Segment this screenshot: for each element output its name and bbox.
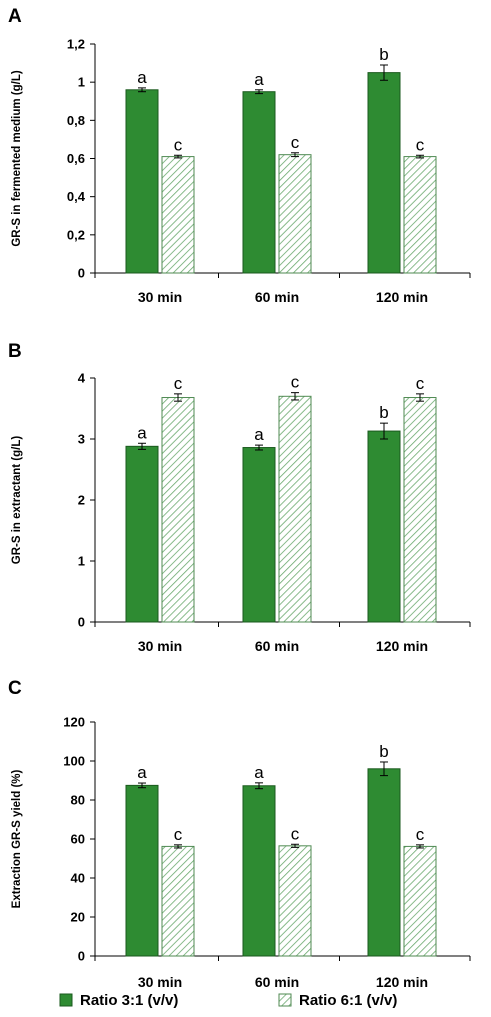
bar-ratio-6-1 bbox=[278, 395, 312, 623]
significance-letter: a bbox=[254, 763, 264, 782]
x-tick-label: 30 min bbox=[138, 289, 182, 305]
y-tick-label: 60 bbox=[71, 832, 85, 847]
significance-letter: c bbox=[416, 135, 425, 154]
bar-ratio-6-1 bbox=[403, 397, 437, 623]
significance-letter: a bbox=[137, 68, 147, 87]
bar-ratio-6-1 bbox=[403, 156, 437, 274]
y-tick-label: 40 bbox=[71, 871, 85, 886]
significance-letter: c bbox=[174, 135, 183, 154]
significance-letter: c bbox=[416, 825, 425, 844]
bar-ratio-3-1 bbox=[125, 445, 159, 623]
x-tick-label: 30 min bbox=[138, 638, 182, 654]
significance-letter: c bbox=[291, 133, 300, 152]
bar-ratio-6-1 bbox=[161, 845, 195, 957]
significance-letter: c bbox=[416, 374, 425, 393]
bar-ratio-3-1 bbox=[367, 768, 401, 957]
y-tick-label: 3 bbox=[78, 432, 85, 447]
y-tick-label: 120 bbox=[63, 715, 85, 730]
chart-panel-c: C Extraction GR-S yield (%) 0 20 40 60 80 100 12… bbox=[8, 678, 471, 990]
chart-panel-a: A GR-S in fermented medium (g/L) 0 0,2 0,4 0,… bbox=[8, 6, 471, 305]
y-tick-label: 1,2 bbox=[67, 37, 85, 52]
bar-ratio-3-1 bbox=[242, 785, 276, 957]
x-tick-label: 60 min bbox=[255, 638, 299, 654]
x-tick-label: 60 min bbox=[255, 974, 299, 990]
x-tick-label: 120 min bbox=[376, 638, 428, 654]
y-tick-label: 100 bbox=[63, 754, 85, 769]
x-tick-label: 60 min bbox=[255, 289, 299, 305]
y-tick-label: 4 bbox=[78, 371, 86, 386]
significance-letter: c bbox=[174, 374, 183, 393]
significance-letter: b bbox=[379, 45, 388, 64]
y-axis-label: GR-S in fermented medium (g/L) bbox=[11, 70, 23, 247]
significance-letter: a bbox=[137, 423, 147, 442]
y-tick-label: 0,2 bbox=[67, 227, 85, 242]
y-tick-label: 0,6 bbox=[67, 151, 85, 166]
y-axis-label: GR-S in extractant (g/L) bbox=[11, 436, 23, 565]
panel-letter: B bbox=[8, 341, 22, 362]
panel-letter: C bbox=[8, 678, 22, 699]
y-tick-label: 0,4 bbox=[67, 189, 86, 204]
bar-ratio-3-1 bbox=[242, 447, 276, 623]
bar-ratio-3-1 bbox=[367, 430, 401, 623]
bar-ratio-6-1 bbox=[278, 845, 312, 957]
legend-label: Ratio 3:1 (v/v) bbox=[80, 992, 178, 1009]
legend-swatch-ratio-6-1 bbox=[278, 993, 292, 1007]
y-tick-label: 0,8 bbox=[67, 113, 85, 128]
legend: Ratio 3:1 (v/v) Ratio 6:1 (v/v) bbox=[59, 992, 397, 1009]
significance-letter: c bbox=[291, 373, 300, 392]
significance-letter: b bbox=[379, 403, 388, 422]
bar-ratio-3-1 bbox=[125, 89, 159, 274]
y-tick-label: 1 bbox=[78, 75, 85, 90]
y-tick-label: 0 bbox=[78, 266, 85, 281]
significance-letter: b bbox=[379, 742, 388, 761]
x-tick-label: 120 min bbox=[376, 289, 428, 305]
bar-ratio-6-1 bbox=[403, 845, 437, 957]
legend-label: Ratio 6:1 (v/v) bbox=[299, 992, 397, 1009]
y-tick-label: 80 bbox=[71, 793, 85, 808]
bar-ratio-6-1 bbox=[278, 154, 312, 274]
significance-letter: a bbox=[137, 763, 147, 782]
significance-letter: c bbox=[291, 824, 300, 843]
bar-ratio-6-1 bbox=[161, 156, 195, 274]
y-tick-label: 2 bbox=[78, 493, 85, 508]
y-tick-label: 0 bbox=[78, 615, 85, 630]
bar-ratio-6-1 bbox=[161, 397, 195, 623]
x-tick-label: 120 min bbox=[376, 974, 428, 990]
significance-letter: a bbox=[254, 70, 264, 89]
y-axis-label: Extraction GR-S yield (%) bbox=[11, 770, 23, 909]
bar-ratio-3-1 bbox=[367, 72, 401, 274]
chart-panels: A GR-S in fermented medium (g/L) 0 0,2 0,4 0,… bbox=[8, 6, 471, 990]
y-tick-label: 1 bbox=[78, 554, 85, 569]
bar-ratio-3-1 bbox=[125, 784, 159, 957]
legend-swatch-ratio-3-1 bbox=[59, 993, 73, 1007]
x-tick-label: 30 min bbox=[138, 974, 182, 990]
panel-letter: A bbox=[8, 6, 22, 27]
bar-ratio-3-1 bbox=[242, 91, 276, 274]
significance-letter: a bbox=[254, 425, 264, 444]
significance-letter: c bbox=[174, 825, 183, 844]
y-tick-label: 20 bbox=[71, 910, 85, 925]
y-tick-label: 0 bbox=[78, 949, 85, 964]
chart-panel-b: B GR-S in extractant (g/L) 0 1 2 3 4 30 min 60 m… bbox=[8, 341, 471, 654]
